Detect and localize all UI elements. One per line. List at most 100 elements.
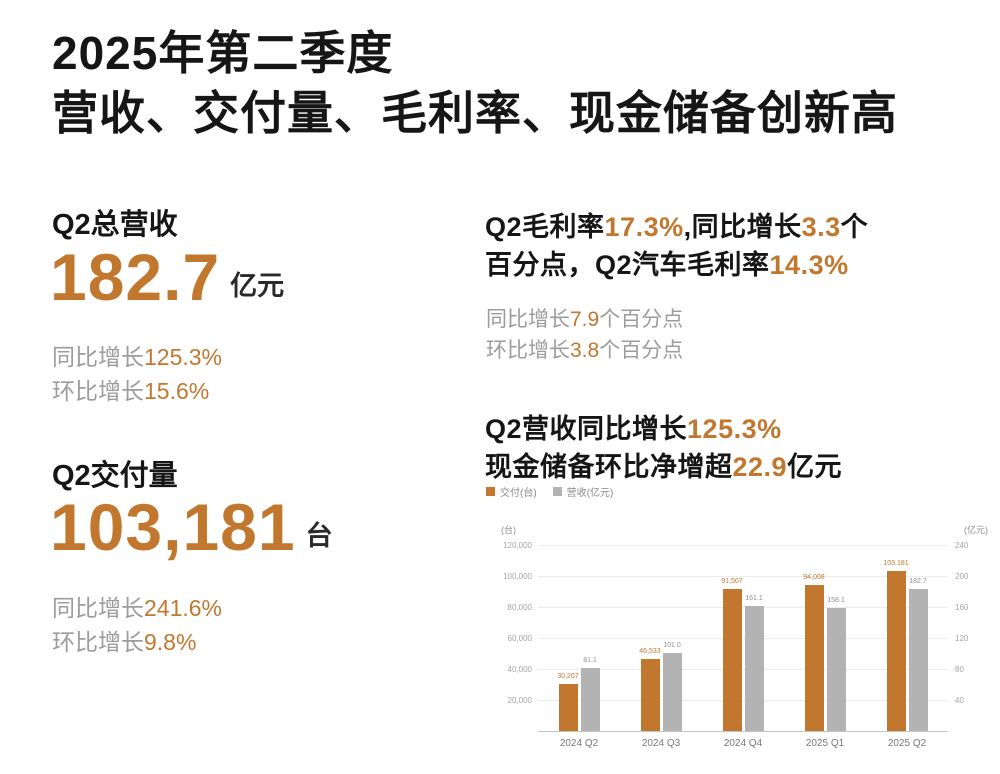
page-title: 2025年第二季度 营收、交付量、毛利率、现金储备创新高 [52, 24, 898, 144]
revenue-value-row: 182.7 亿元 [50, 244, 284, 310]
bar-deliveries [804, 585, 824, 731]
chart-legend: 交付(台) 营收(亿元) [486, 484, 613, 499]
text-segment: 个 [840, 212, 869, 242]
right-axis-tick: 80 [955, 665, 964, 674]
left-axis-tick: 40,000 [507, 665, 532, 674]
deliveries-yoy: 同比增长241.6% [52, 589, 222, 623]
right-axis-tick: 240 [955, 541, 969, 550]
text-segment: 环比增长 [486, 339, 570, 362]
deliveries-value: 103,181 [50, 490, 296, 564]
title-line-1: 2025年第二季度 [52, 27, 394, 79]
text-segment: Q2营收同比增长 [485, 414, 688, 444]
left-axis-tick: 20,000 [507, 696, 532, 705]
left-axis-unit: (台) [501, 525, 516, 535]
bar-value-label-deliveries: 103,181 [883, 560, 909, 568]
right-axis-tick: 200 [955, 572, 969, 581]
category-label: 2025 Q2 [887, 738, 927, 749]
growth-line-2: 现金储备环比净增超22.9亿元 [485, 445, 842, 484]
text-segment: 百分点，Q2汽车毛利率 [485, 250, 770, 280]
bar-value-label-deliveries: 91,507 [721, 578, 743, 586]
gridline [538, 545, 948, 546]
right-axis-unit: (亿元) [964, 525, 988, 535]
category-label: 2025 Q1 [805, 738, 845, 749]
bar-value-label-revenue: 101.0 [663, 641, 681, 649]
category-label: 2024 Q4 [723, 738, 763, 749]
bar-deliveries [722, 589, 742, 731]
legend-label: 营收(亿元) [566, 488, 614, 499]
title-line-2: 营收、交付量、毛利率、现金储备创新高 [52, 86, 898, 139]
bar-revenue [826, 608, 846, 731]
legend-swatch-icon [486, 487, 495, 496]
revenue-heading: Q2总营收 [52, 209, 178, 241]
bar-revenue [908, 589, 928, 731]
text-segment: 个百分点 [599, 339, 684, 362]
accent-number: 22.9 [732, 452, 788, 482]
bar-value-label-revenue: 182.7 [909, 578, 927, 586]
text-segment: 同比增长 [52, 595, 144, 621]
margin-line-2: 百分点，Q2汽车毛利率14.3% [485, 243, 849, 282]
accent-number: 241.6% [144, 595, 223, 621]
gridline [538, 669, 948, 670]
deliveries-qoq: 环比增长9.8% [52, 623, 196, 657]
right-axis-tick: 40 [955, 696, 964, 705]
bar-revenue [662, 652, 682, 731]
deliveries-unit: 台 [305, 521, 333, 551]
gridline [538, 576, 948, 577]
margin-sub-yoy: 同比增长7.9个百分点 [486, 303, 683, 333]
revenue-qoq: 环比增长15.6% [52, 372, 209, 406]
legend-item-revenue: 营收(亿元) [552, 484, 614, 499]
bar-value-label-revenue: 81.1 [583, 657, 597, 665]
category-label: 2024 Q3 [641, 738, 681, 749]
text-segment: 环比增长 [52, 378, 144, 404]
accent-number: 125.3% [687, 414, 782, 444]
left-axis-tick: 120,000 [503, 541, 532, 550]
legend-swatch-icon [552, 487, 562, 496]
revenue-yoy: 同比增长125.3% [52, 338, 222, 372]
left-axis-tick: 100,000 [503, 572, 532, 581]
revenue-unit: 亿元 [230, 271, 285, 301]
gridline [538, 607, 948, 608]
bar-revenue [580, 668, 600, 731]
text-segment: 亿元 [787, 452, 843, 482]
text-segment: Q2毛利率 [485, 212, 605, 242]
text-segment: 环比增长 [52, 629, 144, 655]
deliveries-value-row: 103,181 台 [50, 494, 333, 560]
accent-number: 17.3% [604, 212, 684, 242]
legend-item-deliveries: 交付(台) [486, 484, 537, 499]
margin-sub-qoq: 环比增长3.8个百分点 [486, 334, 683, 364]
bar-value-label-deliveries: 94,008 [803, 574, 825, 582]
bar-value-label-revenue: 158.1 [827, 597, 845, 605]
category-label: 2024 Q2 [559, 738, 599, 749]
bar-deliveries [640, 658, 660, 731]
delivery-revenue-chart: (台) (亿元) 20,000 40 40,000 80 60,000 120 80,000 16… [483, 503, 990, 761]
gridline [538, 700, 948, 701]
left-axis-tick: 80,000 [507, 603, 532, 612]
accent-number: 125.3% [144, 344, 223, 370]
accent-number: 14.3% [769, 250, 849, 280]
growth-line-1: Q2营收同比增长125.3% [485, 407, 782, 446]
accent-number: 3.8 [570, 339, 600, 362]
text-segment: ,同比增长 [683, 212, 802, 242]
legend-label: 交付(台) [500, 488, 537, 499]
text-segment: 个百分点 [599, 308, 684, 331]
bar-revenue [744, 606, 764, 731]
text-segment: 同比增长 [52, 344, 144, 370]
bar-deliveries [886, 571, 906, 731]
revenue-value: 182.7 [50, 240, 221, 314]
right-axis-tick: 120 [955, 634, 969, 643]
accent-number: 3.3 [801, 212, 841, 242]
bar-value-label-revenue: 161.1 [745, 595, 763, 603]
accent-number: 7.9 [570, 308, 600, 331]
bar-deliveries [558, 684, 578, 731]
text-segment: 现金储备环比净增超 [485, 452, 733, 482]
accent-number: 15.6% [144, 378, 210, 404]
accent-number: 9.8% [144, 629, 197, 655]
right-axis-tick: 160 [955, 603, 969, 612]
bar-value-label-deliveries: 30,207 [557, 673, 579, 681]
margin-line-1: Q2毛利率17.3%,同比增长3.3个 [485, 205, 868, 244]
deliveries-heading: Q2交付量 [52, 460, 178, 492]
bar-value-label-deliveries: 46,533 [639, 647, 661, 655]
x-axis-baseline [538, 731, 948, 732]
text-segment: 同比增长 [486, 308, 570, 331]
